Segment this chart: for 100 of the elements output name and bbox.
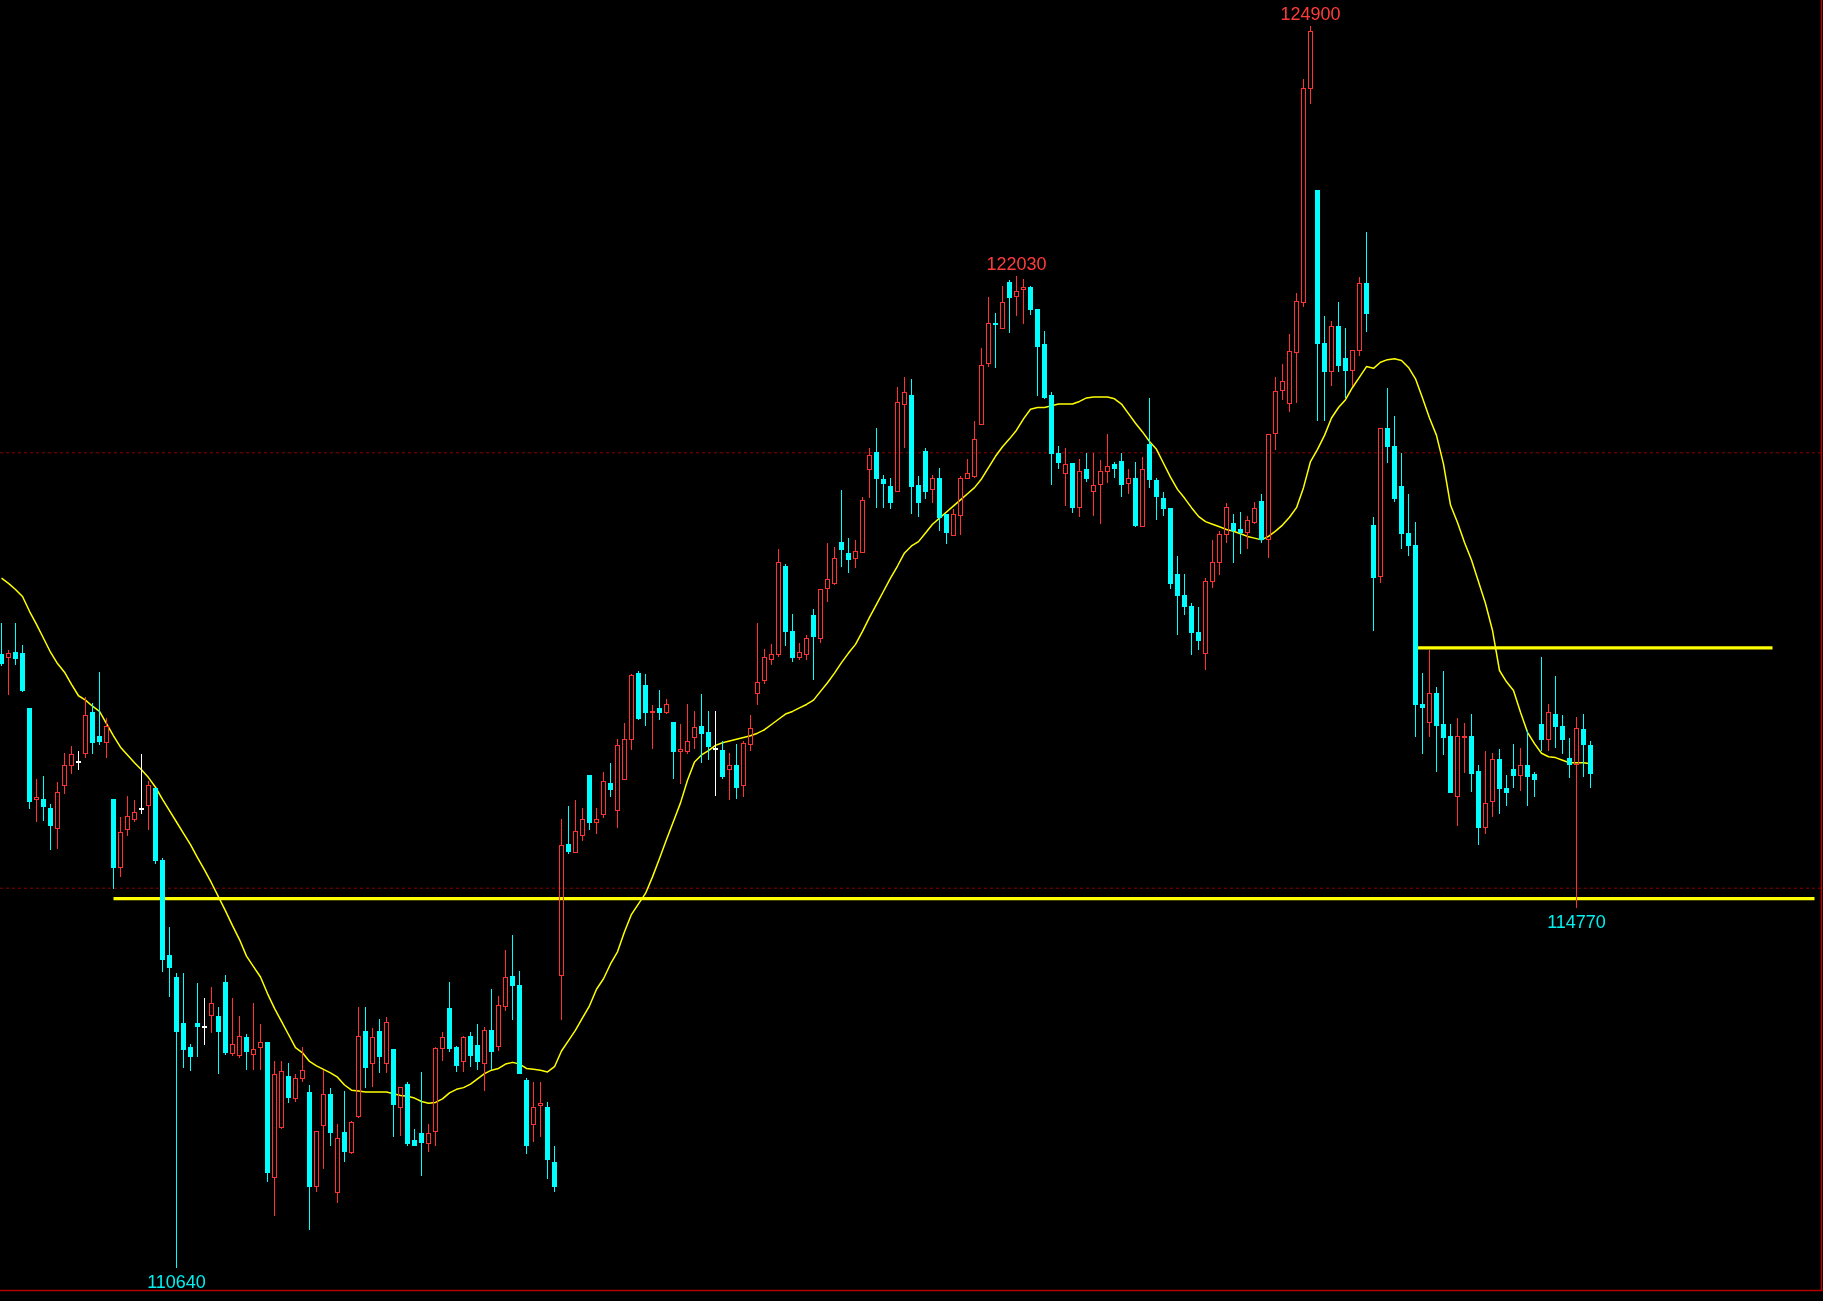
candlestick (944, 514, 949, 545)
candlestick (1399, 452, 1404, 550)
candlestick (398, 1087, 403, 1137)
candlestick (685, 703, 690, 755)
candlestick (916, 475, 921, 518)
candlestick (902, 376, 907, 449)
candlestick (909, 378, 914, 515)
candlestick (104, 717, 109, 759)
candlestick (706, 710, 711, 761)
candlestick (1406, 493, 1411, 557)
candlestick (412, 1128, 417, 1146)
candlestick (468, 1031, 473, 1068)
annotation: 122030 (986, 254, 1047, 275)
candlestick (755, 622, 760, 706)
candlestick (853, 539, 858, 569)
candlestick (279, 1060, 284, 1129)
candlestick (552, 1145, 557, 1193)
candlestick (1308, 25, 1313, 105)
candlestick (1532, 771, 1537, 798)
candlestick (671, 722, 676, 780)
candlestick (972, 420, 977, 479)
candlestick (692, 710, 697, 750)
candlestick (573, 799, 578, 853)
candlestick (1553, 675, 1558, 749)
candlestick (1070, 462, 1075, 514)
candlestick (447, 981, 452, 1053)
candlestick (650, 704, 655, 750)
candlestick (951, 508, 956, 537)
candlestick (748, 714, 753, 752)
candlestick (139, 753, 144, 815)
candlestick (1140, 456, 1145, 528)
candlestick (475, 1023, 480, 1071)
candlestick (1231, 513, 1236, 564)
candlestick (1434, 686, 1439, 773)
candlestick (0, 622, 4, 667)
candlestick (1196, 606, 1201, 651)
candlestick (363, 1006, 368, 1089)
candlestick (531, 1081, 536, 1143)
candlestick (300, 1046, 305, 1083)
candlestick (818, 589, 823, 644)
candlestick (1301, 78, 1306, 308)
candlestick (566, 805, 571, 855)
candlestick (1483, 750, 1488, 835)
candlestick (1126, 468, 1131, 495)
candlestick (811, 608, 816, 681)
candlestick (1427, 649, 1432, 738)
candlestick (1490, 752, 1495, 818)
candlestick (1581, 713, 1586, 778)
candlestick (419, 1071, 424, 1177)
candlestick (174, 972, 179, 1269)
candlestick (860, 496, 865, 554)
candlestick (489, 988, 494, 1071)
candlestick (1518, 747, 1523, 792)
candlestick (559, 818, 564, 1021)
candlestick (580, 807, 585, 842)
candlestick (1385, 387, 1390, 464)
candlestick (1497, 748, 1502, 815)
candlestick (524, 1077, 529, 1155)
candlestick (181, 972, 186, 1069)
candlestick (1504, 774, 1509, 807)
annotation: 110640 (147, 1271, 206, 1292)
candlestick (76, 750, 81, 771)
candlestick (41, 775, 46, 822)
candlestick (342, 1090, 347, 1163)
candlestick (545, 1101, 550, 1180)
candlestick (1182, 573, 1187, 616)
candlestick (230, 997, 235, 1057)
candlestick (517, 970, 522, 1075)
candlestick (986, 296, 991, 368)
candlestick (377, 1018, 382, 1074)
candlestick (1133, 461, 1138, 527)
candlestick (1266, 434, 1271, 559)
candlestick (594, 807, 599, 835)
candlestick (678, 723, 683, 785)
candlestick (727, 752, 732, 801)
candlestick (979, 347, 984, 426)
candlestick (258, 1023, 263, 1071)
candlestick (1364, 231, 1369, 333)
candlestick (146, 780, 151, 831)
candlestick (34, 778, 39, 823)
candlestick (1203, 577, 1208, 671)
candlestick (867, 447, 872, 499)
candlestick (1224, 502, 1229, 544)
candlestick (888, 477, 893, 510)
candlestick (55, 781, 60, 850)
candlestick (510, 934, 515, 1021)
candlestick (356, 1007, 361, 1119)
candlestick (1245, 515, 1250, 550)
candlestick (244, 1033, 249, 1071)
candlestick (13, 622, 18, 666)
candlestick (797, 642, 802, 661)
candlestick (251, 1002, 256, 1071)
candlestick (776, 548, 781, 658)
candlestick (937, 467, 942, 532)
candlestick (1049, 391, 1054, 486)
candlestick (1574, 716, 1579, 909)
candlestick (832, 546, 837, 586)
candlestick (1105, 433, 1110, 484)
candlestick (1336, 301, 1341, 373)
candlestick (272, 1060, 277, 1217)
